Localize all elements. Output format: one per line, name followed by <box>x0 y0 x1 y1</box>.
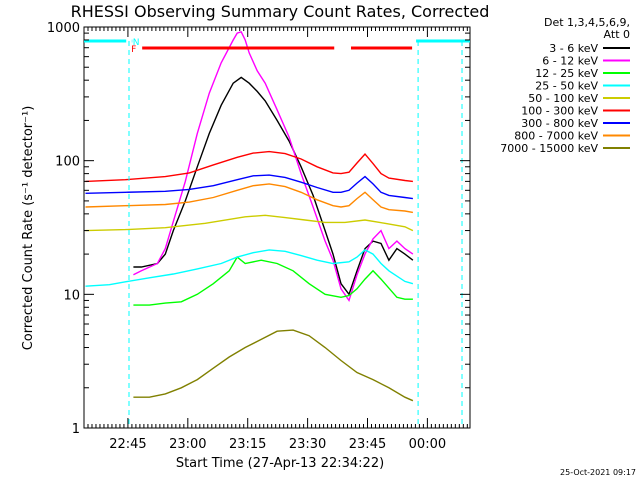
legend-label-800-7000-kev: 800 - 7000 keV <box>514 130 598 143</box>
y-tick-label-1: 1 <box>72 422 80 437</box>
series-line-300-800-kev <box>85 174 413 200</box>
y-axis: 1 10 100 1000 <box>47 21 470 437</box>
series-line-3-6-kev <box>133 76 414 296</box>
flag-label-f: F <box>131 45 136 55</box>
x-tick-label-00-00: 00:00 <box>409 437 446 452</box>
x-axis: 22:45 23:00 23:15 23:30 23:45 00:00 <box>87 27 468 452</box>
y-axis-label: Corrected Count Rate (s⁻¹ detector⁻¹) <box>21 106 36 351</box>
legend-label-3-6-kev: 3 - 6 keV <box>549 42 598 55</box>
legend-label-300-800-kev: 300 - 800 keV <box>521 117 598 130</box>
series-line-25-50-kev <box>85 249 414 287</box>
series-line-100-300-kev <box>85 150 413 183</box>
legend-label-6-12-kev: 6 - 12 keV <box>542 55 598 68</box>
series-line-6-12-kev <box>133 30 414 302</box>
generation-timestamp: 25-Oct-2021 09:17 <box>560 468 636 477</box>
legend-label-100-300-kev: 100 - 300 keV <box>521 105 598 118</box>
legend-label-50-100-kev: 50 - 100 keV <box>528 92 598 105</box>
y-tick-label-1000: 1000 <box>47 21 80 36</box>
plot-frame <box>83 26 471 429</box>
x-tick-label-22-45: 22:45 <box>109 437 146 452</box>
flag-label-n: N <box>133 38 140 48</box>
series-line-800-7000-kev <box>85 183 414 214</box>
x-tick-label-23-00: 23:00 <box>169 437 206 452</box>
chart-title: RHESSI Observing Summary Count Rates, Co… <box>71 2 490 21</box>
series-line-7000-15000-kev <box>133 329 414 402</box>
x-axis-label: Start Time (27-Apr-13 22:34:22) <box>176 456 384 471</box>
legend-label-12-25-kev: 12 - 25 keV <box>535 67 598 80</box>
legend-header-line-1: Det 1,3,4,5,6,9, <box>544 16 630 29</box>
series-line-50-100-kev <box>85 214 414 232</box>
x-tick-label-23-30: 23:30 <box>289 437 326 452</box>
plot-area: NF <box>83 26 471 429</box>
flag-layer: NF <box>84 38 470 428</box>
y-tick-label-10: 10 <box>63 288 80 303</box>
legend-header-line-2: Att 0 <box>604 28 630 41</box>
series-layer <box>85 30 414 402</box>
x-tick-label-23-45: 23:45 <box>349 437 386 452</box>
x-tick-label-23-15: 23:15 <box>229 437 266 452</box>
legend-label-7000-15000-kev: 7000 - 15000 keV <box>500 142 598 155</box>
series-line-12-25-kev <box>133 256 413 306</box>
y-tick-label-100: 100 <box>55 155 80 170</box>
legend-label-25-50-kev: 25 - 50 keV <box>535 80 598 93</box>
